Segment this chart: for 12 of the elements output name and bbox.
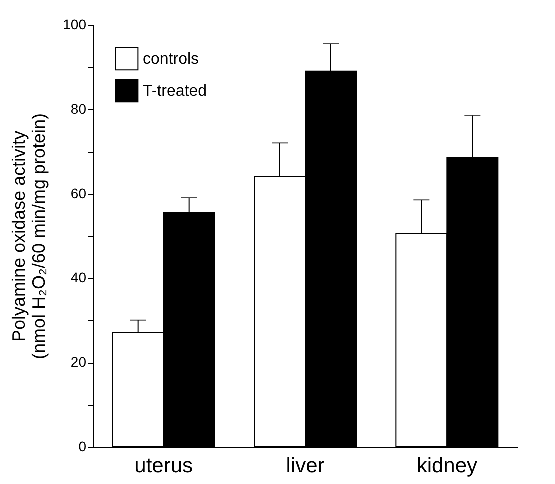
y-axis-title: Polyamine oxidase activity (nmol H₂O₂/60 min/mg protein) — [9, 113, 50, 360]
y-tick-label: 20 — [70, 354, 87, 370]
y-tick-label: 40 — [70, 270, 87, 286]
x-tick-label: kidney — [416, 454, 478, 478]
x-tick-label: liver — [286, 454, 325, 478]
legend-label: T-treated — [143, 83, 208, 100]
y-tick-label: 0 — [78, 438, 87, 454]
legend-label: controls — [143, 51, 200, 68]
y-tick-label: 100 — [63, 16, 87, 32]
x-tick-label: uterus — [134, 454, 194, 478]
y-tick-label: 80 — [70, 100, 87, 117]
y-tick-label: 60 — [70, 185, 87, 202]
